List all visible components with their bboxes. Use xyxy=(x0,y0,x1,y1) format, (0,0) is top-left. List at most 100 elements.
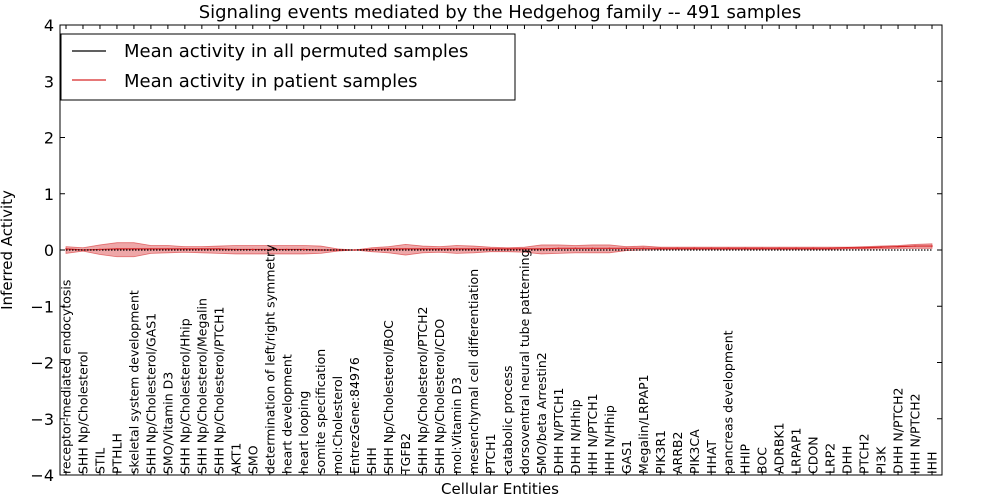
patient-data-point xyxy=(133,248,135,250)
patient-data-point xyxy=(506,248,509,250)
patient-data-point xyxy=(625,247,628,250)
x-tick-label: PI3K xyxy=(874,446,889,474)
x-tick-label: LRPAP1 xyxy=(789,428,804,474)
patient-data-point xyxy=(795,247,797,250)
patient-data-point xyxy=(846,246,848,249)
patient-data-point xyxy=(608,247,611,250)
x-tick-label: AKT1 xyxy=(228,443,243,474)
y-tick-label: 0 xyxy=(44,241,54,260)
patient-data-point xyxy=(455,248,458,250)
patient-data-point xyxy=(812,247,814,250)
patient-data-point xyxy=(931,245,933,247)
x-tick-label: Megalin/LRPAP1 xyxy=(636,374,651,474)
x-tick-label: mol:Vitamin D3 xyxy=(449,377,464,474)
y-axis: 4 3 2 1 0 −1 −2 −3 −4 xyxy=(30,16,942,485)
x-tick-label: EntrezGene:84976 xyxy=(347,357,362,474)
x-tick-label: PIK3R1 xyxy=(653,430,668,474)
patient-data-point xyxy=(302,248,305,251)
x-tick-label: SMO/Vitamin D3 xyxy=(160,372,175,474)
x-tick-label: PIK3CA xyxy=(687,429,702,474)
x-tick-label: SHH Np/Cholesterol/BOC xyxy=(381,320,396,474)
patient-data-point xyxy=(201,248,203,250)
patient-data-point xyxy=(438,248,441,250)
patient-data-point xyxy=(659,247,662,250)
x-tick-label: catabolic process xyxy=(500,365,515,474)
patient-data-point xyxy=(880,246,882,248)
x-tick-label: PTCH1 xyxy=(483,433,498,474)
patient-data-point xyxy=(268,248,271,251)
x-tick-label: heart development xyxy=(279,354,294,474)
patient-data-point xyxy=(353,249,356,251)
plot-area xyxy=(65,242,933,258)
x-tick-label: HHAT xyxy=(704,440,719,474)
patient-data-point xyxy=(897,245,899,248)
x-tick-label: DHH N/PTCH1 xyxy=(551,388,566,474)
x-tick-label: CDON xyxy=(806,436,821,474)
patient-data-point xyxy=(472,248,475,250)
x-tick-label: receptor-mediated endocytosis xyxy=(59,280,74,474)
legend-label-patient: Mean activity in patient samples xyxy=(124,71,418,92)
patient-data-point xyxy=(761,247,763,250)
x-axis: receptor-mediated endocytosis SHH Np/Chol… xyxy=(59,25,940,475)
x-tick-label: determination of left/right symmetry xyxy=(262,244,277,474)
x-tick-label: SHH Np/Cholesterol/PTCH1 xyxy=(211,307,226,475)
x-tick-label: HHIP xyxy=(738,444,753,474)
patient-data-point xyxy=(319,249,322,251)
patient-data-point xyxy=(863,246,865,249)
x-tick-label: PTHLH xyxy=(109,433,124,474)
patient-data-point xyxy=(727,247,730,250)
x-axis-label: Cellular Entities xyxy=(441,480,559,498)
x-tick-label: DHH xyxy=(840,446,855,474)
x-tick-label: DHH N/PTCH2 xyxy=(891,388,906,474)
patient-data-point xyxy=(710,247,713,250)
x-tick-label: heart looping xyxy=(296,391,311,474)
patient-data-point xyxy=(285,248,288,251)
x-tick-label: mol:Cholesterol xyxy=(330,376,345,474)
x-tick-label: somite specification xyxy=(313,349,328,474)
patient-data-point xyxy=(540,248,543,250)
x-tick-label: DHH N/Hhip xyxy=(568,399,583,474)
x-tick-label: SHH Np/Cholesterol/Hhip xyxy=(177,318,192,474)
x-tick-label: SMO xyxy=(245,445,260,474)
x-tick-label: TGFB2 xyxy=(398,433,413,475)
patient-data-point xyxy=(829,247,831,250)
x-tick-label: IHH N/Hhip xyxy=(602,405,617,474)
y-tick-label: −3 xyxy=(30,410,54,429)
x-tick-label: skeletal system development xyxy=(126,290,141,474)
chart-title: Signaling events mediated by the Hedgeho… xyxy=(199,2,802,23)
patient-data-point xyxy=(676,247,679,250)
patient-data-point xyxy=(387,248,390,250)
patient-data-point xyxy=(591,247,594,250)
patient-data-point xyxy=(370,248,373,251)
patient-data-point xyxy=(251,248,254,251)
y-tick-label: 2 xyxy=(44,129,54,148)
legend: Mean activity in all permuted samples Me… xyxy=(60,33,516,101)
y-tick-label: 3 xyxy=(44,72,54,91)
patient-data-point xyxy=(421,248,424,250)
patient-data-point xyxy=(99,248,101,251)
x-tick-label: SHH Np/Cholesterol/GAS1 xyxy=(143,313,158,474)
x-tick-label: BOC xyxy=(755,447,770,474)
x-tick-label: ADRBK1 xyxy=(772,422,787,474)
patient-data-point xyxy=(116,248,118,250)
patient-data-point xyxy=(336,249,339,251)
legend-label-permuted: Mean activity in all permuted samples xyxy=(124,41,468,62)
x-tick-label: ARRB2 xyxy=(670,432,685,474)
x-tick-label: IHH N/PTCH1 xyxy=(585,393,600,474)
patient-data-point xyxy=(642,247,645,250)
x-tick-label: SMO/beta Arrestin2 xyxy=(534,352,549,474)
y-axis-label: Inferred Activity xyxy=(0,190,16,310)
patient-data-point xyxy=(404,248,407,250)
legend-box xyxy=(60,33,516,101)
x-tick-label: SHH Np/Cholesterol/Megalin xyxy=(194,298,209,474)
patient-data-point xyxy=(914,245,916,247)
patient-data-point xyxy=(744,247,747,250)
x-tick-label: SHH Np/Cholesterol/CDO xyxy=(432,319,447,474)
y-tick-label: 1 xyxy=(44,185,54,204)
x-tick-label: dorsoventral neural tube patterning xyxy=(517,250,532,475)
patient-data-point xyxy=(167,248,169,250)
y-tick-label: −2 xyxy=(30,354,54,373)
patient-data-point xyxy=(65,248,67,250)
x-tick-label: mesenchymal cell differentiation xyxy=(466,269,481,474)
